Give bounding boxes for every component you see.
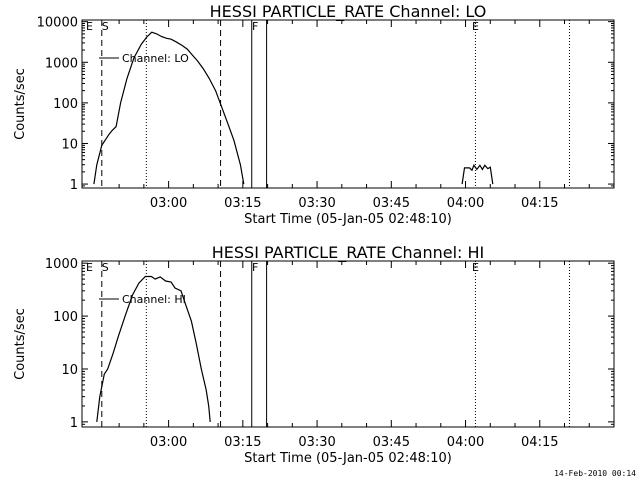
marker-label: F <box>252 261 258 274</box>
x-tick-label: 03:00 <box>150 196 187 211</box>
marker-label: E <box>472 20 479 33</box>
chart-title: HESSI PARTICLE_RATE Channel: HI <box>212 243 485 263</box>
x-tick-label: 03:30 <box>298 435 335 450</box>
x-axis-label: Start Time (05-Jan-05 02:48:10) <box>244 212 452 227</box>
x-tick-label: 04:15 <box>521 196 558 211</box>
legend-label: Channel: HI <box>122 293 186 306</box>
marker-label: E <box>86 261 93 274</box>
legend-label: Channel: LO <box>122 52 189 65</box>
marker-label: E <box>86 20 93 33</box>
chart-panel-lo: HESSI PARTICLE_RATE Channel: LO 1 10 100 100… <box>13 2 615 227</box>
marker-label: E <box>472 261 479 274</box>
x-tick-label: 03:45 <box>373 196 410 211</box>
y-tick-label: 10000 <box>37 16 78 31</box>
series-line <box>96 275 211 422</box>
footer-timestamp: 14-Feb-2010 00:14 <box>554 469 636 478</box>
series-line <box>461 164 494 185</box>
y-axis-label: Counts/sec <box>13 68 28 140</box>
y-tick-label: 100 <box>53 310 78 325</box>
chart-title: HESSI PARTICLE_RATE Channel: LO <box>210 2 487 22</box>
x-tick-label: 03:45 <box>373 435 410 450</box>
plot-frame <box>81 19 615 189</box>
marker-label: F <box>252 20 258 33</box>
y-tick-label: 10 <box>61 363 78 378</box>
x-tick-label: 03:00 <box>150 435 187 450</box>
x-tick-label: 04:15 <box>521 435 558 450</box>
series-line <box>93 31 245 185</box>
y-tick-label: 1 <box>70 416 78 431</box>
x-axis-label: Start Time (05-Jan-05 02:48:10) <box>244 451 452 466</box>
plot-frame <box>81 260 615 428</box>
y-tick-label: 1000 <box>45 257 78 272</box>
x-tick-label: 03:30 <box>298 196 335 211</box>
marker-label: S <box>102 261 109 274</box>
x-tick-label: 03:15 <box>224 435 261 450</box>
chart-panel-hi: HESSI PARTICLE_RATE Channel: HI 1 10 100 100… <box>13 243 615 466</box>
x-tick-label: 04:00 <box>447 196 484 211</box>
y-tick-label: 10 <box>61 137 78 152</box>
x-tick-label: 04:00 <box>447 435 484 450</box>
x-tick-label: 03:15 <box>224 196 261 211</box>
y-tick-label: 1000 <box>45 56 78 71</box>
y-axis-label: Counts/sec <box>13 308 28 380</box>
y-tick-label: 1 <box>70 178 78 193</box>
marker-label: S <box>102 20 109 33</box>
y-tick-label: 100 <box>53 97 78 112</box>
